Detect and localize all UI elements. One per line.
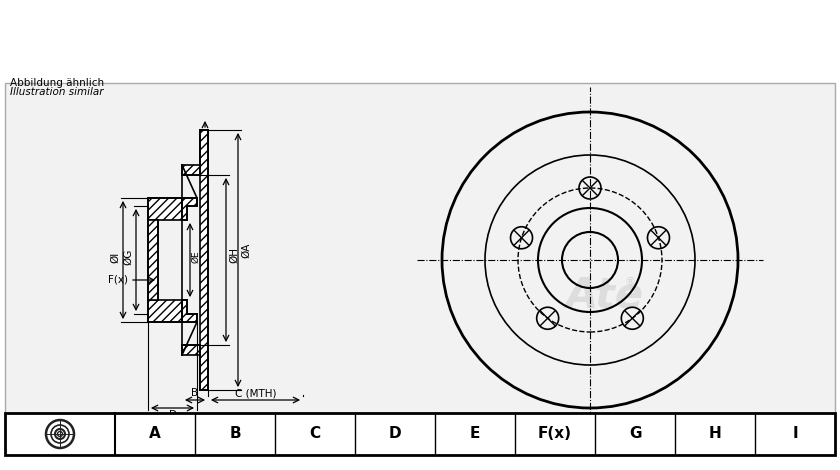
Text: Illustration similar: Illustration similar: [10, 87, 103, 97]
Text: ØI: ØI: [110, 251, 120, 263]
Text: D: D: [389, 426, 402, 441]
Polygon shape: [148, 198, 182, 220]
Text: ØH: ØH: [229, 247, 239, 263]
Text: Abbildung ähnlich: Abbildung ähnlich: [10, 78, 104, 88]
Text: F(x): F(x): [108, 275, 128, 285]
Polygon shape: [148, 300, 182, 322]
Polygon shape: [182, 345, 208, 390]
Text: ®: ®: [624, 277, 636, 287]
Text: C: C: [309, 426, 321, 441]
Polygon shape: [200, 130, 208, 390]
Text: Ate: Ate: [566, 274, 644, 316]
Polygon shape: [182, 130, 208, 175]
Bar: [5, 83, 835, 413]
Bar: [5, 413, 835, 455]
Text: I: I: [792, 426, 798, 441]
Text: ØG: ØG: [123, 249, 133, 265]
Text: B: B: [229, 426, 241, 441]
Text: G: G: [629, 426, 641, 441]
Text: E: E: [470, 426, 480, 441]
Polygon shape: [182, 300, 197, 322]
Text: ØA: ØA: [241, 243, 251, 258]
Text: H: H: [709, 426, 722, 441]
Polygon shape: [182, 198, 197, 220]
Text: ØE: ØE: [191, 251, 200, 263]
Text: C (MTH): C (MTH): [234, 388, 276, 398]
Text: A: A: [150, 426, 161, 441]
Text: F(x): F(x): [538, 426, 572, 441]
Text: D: D: [169, 410, 176, 420]
Text: B: B: [192, 388, 198, 398]
Polygon shape: [148, 220, 158, 300]
